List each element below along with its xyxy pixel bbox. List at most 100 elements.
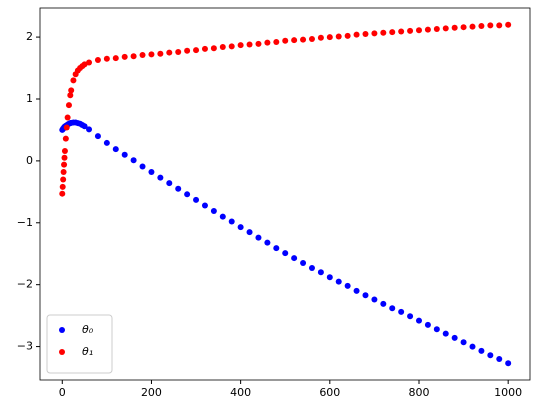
point	[70, 77, 77, 84]
point	[353, 31, 360, 38]
x-tick-label: 0	[59, 386, 66, 399]
legend: θ₀ θ₁	[46, 314, 113, 374]
point	[407, 313, 414, 320]
point	[451, 24, 458, 31]
point	[61, 161, 68, 168]
point	[201, 45, 208, 52]
point	[264, 239, 271, 246]
point	[451, 334, 458, 341]
point	[166, 180, 173, 187]
point	[326, 34, 333, 41]
point	[389, 305, 396, 312]
point	[415, 317, 422, 324]
point	[228, 218, 235, 225]
point	[81, 123, 88, 130]
point	[335, 33, 342, 40]
point	[300, 36, 307, 43]
point	[210, 45, 217, 52]
point	[60, 169, 67, 176]
point	[505, 360, 512, 367]
point	[478, 22, 485, 29]
point	[300, 260, 307, 267]
point	[291, 37, 298, 44]
point	[380, 29, 387, 36]
point	[184, 47, 191, 54]
y-tick-label: −1	[17, 216, 33, 229]
point	[469, 343, 476, 350]
point	[273, 39, 280, 46]
point	[237, 224, 244, 231]
point	[407, 27, 414, 34]
point	[64, 114, 71, 121]
x-tick-label: 1000	[494, 386, 522, 399]
point	[264, 39, 271, 46]
point	[246, 229, 253, 236]
point	[157, 50, 164, 57]
point	[273, 245, 280, 252]
point	[487, 22, 494, 29]
point	[353, 287, 360, 294]
point	[362, 292, 369, 299]
point	[67, 92, 74, 99]
point	[193, 47, 200, 54]
point	[210, 208, 217, 215]
point	[398, 308, 405, 315]
point	[61, 147, 68, 154]
point	[86, 126, 93, 133]
legend-box	[46, 314, 113, 374]
point	[460, 24, 467, 31]
point	[103, 55, 110, 62]
point	[63, 124, 70, 131]
point	[237, 42, 244, 49]
point	[139, 163, 146, 170]
point	[344, 282, 351, 289]
point	[335, 278, 342, 285]
point	[371, 296, 378, 303]
point	[148, 169, 155, 176]
point	[326, 274, 333, 281]
point	[184, 191, 191, 198]
point	[255, 40, 262, 47]
legend-marker	[59, 327, 65, 333]
point	[398, 28, 405, 35]
x-tick-label: 600	[319, 386, 340, 399]
point	[469, 23, 476, 30]
point	[496, 355, 503, 362]
point	[59, 190, 66, 197]
axes-frame	[39, 7, 531, 381]
point	[130, 53, 137, 60]
x-tick-label: 200	[141, 386, 162, 399]
point	[433, 26, 440, 33]
point	[442, 330, 449, 337]
point	[389, 29, 396, 36]
point	[255, 234, 262, 241]
legend-label: θ₀	[82, 323, 94, 336]
point	[487, 352, 494, 359]
point	[59, 183, 66, 190]
x-tick-label: 400	[230, 386, 251, 399]
point	[317, 269, 324, 276]
point	[175, 48, 182, 55]
point	[219, 213, 226, 220]
point	[228, 43, 235, 50]
legend-label: θ₁	[82, 345, 93, 358]
point	[112, 146, 119, 153]
point	[362, 30, 369, 37]
y-tick-label: 2	[26, 30, 33, 43]
point	[121, 53, 128, 60]
y-tick-label: −2	[17, 278, 33, 291]
point	[61, 154, 68, 161]
point	[317, 34, 324, 41]
point	[65, 102, 72, 109]
y-tick-label: 0	[26, 154, 33, 167]
point	[291, 255, 298, 262]
point	[424, 321, 431, 328]
point	[415, 27, 422, 34]
point	[94, 133, 101, 140]
point	[130, 157, 137, 164]
point	[60, 176, 67, 183]
point	[308, 264, 315, 271]
point	[193, 196, 200, 203]
point	[433, 326, 440, 333]
